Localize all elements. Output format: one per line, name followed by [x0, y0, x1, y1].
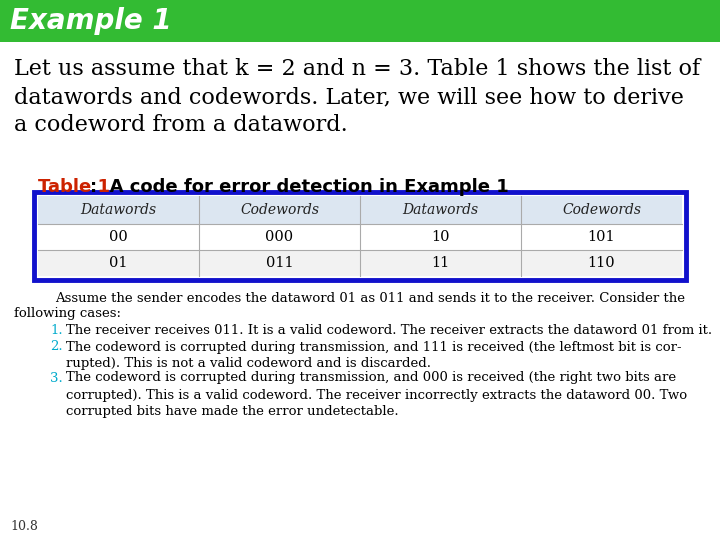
Text: Datawords: Datawords: [81, 203, 156, 217]
FancyBboxPatch shape: [0, 0, 720, 42]
Text: 2.: 2.: [50, 341, 63, 354]
Text: Let us assume that k = 2 and n = 3. Table 1 shows the list of: Let us assume that k = 2 and n = 3. Tabl…: [14, 58, 700, 80]
FancyBboxPatch shape: [38, 224, 682, 250]
Text: following cases:: following cases:: [14, 307, 121, 320]
Text: 1.: 1.: [50, 324, 63, 337]
Text: 3.: 3.: [50, 372, 63, 384]
Text: 11: 11: [431, 256, 449, 270]
Text: a codeword from a dataword.: a codeword from a dataword.: [14, 114, 348, 136]
Text: The codeword is corrupted during transmission, and 111 is received (the leftmost: The codeword is corrupted during transmi…: [66, 341, 682, 370]
Text: Assume the sender encodes the dataword 01 as 011 and sends it to the receiver. C: Assume the sender encodes the dataword 0…: [55, 292, 685, 305]
Text: 101: 101: [588, 230, 616, 244]
Text: 10.8: 10.8: [10, 520, 38, 533]
Text: 000: 000: [266, 230, 294, 244]
Text: 00: 00: [109, 230, 128, 244]
Text: 10: 10: [431, 230, 450, 244]
Text: 01: 01: [109, 256, 127, 270]
Text: Example 1: Example 1: [10, 7, 171, 35]
Text: 011: 011: [266, 256, 293, 270]
FancyBboxPatch shape: [38, 196, 682, 224]
Text: The codeword is corrupted during transmission, and 000 is received (the right tw: The codeword is corrupted during transmi…: [66, 372, 687, 418]
FancyBboxPatch shape: [38, 250, 682, 276]
Text: Codewords: Codewords: [562, 203, 641, 217]
Text: :  A code for error detection in Example 1: : A code for error detection in Example …: [90, 178, 509, 196]
Text: Table 1: Table 1: [38, 178, 110, 196]
Text: Codewords: Codewords: [240, 203, 319, 217]
Text: datawords and codewords. Later, we will see how to derive: datawords and codewords. Later, we will …: [14, 86, 684, 108]
Text: The receiver receives 011. It is a valid codeword. The receiver extracts the dat: The receiver receives 011. It is a valid…: [66, 324, 712, 337]
Text: Datawords: Datawords: [402, 203, 479, 217]
Text: 110: 110: [588, 256, 616, 270]
